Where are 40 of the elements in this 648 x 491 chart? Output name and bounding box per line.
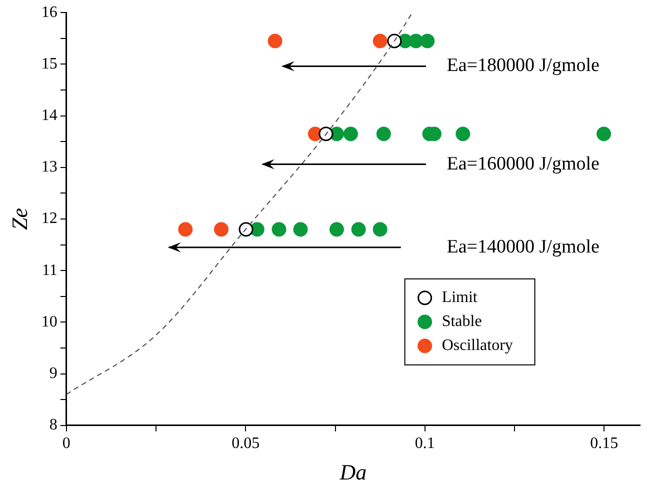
point <box>387 34 402 48</box>
legend-label: Stable <box>442 313 482 330</box>
y-tick-label: 11 <box>42 262 58 279</box>
point <box>214 222 229 237</box>
x-axis-title: Da <box>338 460 367 485</box>
point <box>408 34 424 48</box>
y-tick-label: 8 <box>49 416 58 434</box>
point <box>268 34 282 48</box>
y-tick-label: 9 <box>49 365 58 382</box>
point <box>343 126 358 142</box>
y-tick-label: 13 <box>41 158 58 176</box>
point <box>456 126 470 142</box>
annotation: Ea=180000 J/gmole <box>446 55 600 76</box>
point <box>318 126 334 142</box>
point <box>596 126 612 142</box>
y-tick-label: 15 <box>41 55 58 72</box>
legend-label: Oscillatory <box>442 337 513 354</box>
point <box>372 222 388 237</box>
y-tick-label: 16 <box>41 4 58 21</box>
point <box>376 126 391 142</box>
y-tick-label: 12 <box>41 210 58 228</box>
point <box>351 222 366 237</box>
point <box>293 222 308 237</box>
x-tick-label: 0.1 <box>414 435 435 452</box>
x-tick-label: 0.15 <box>590 435 618 452</box>
annotation: Ea=160000 J/gmole <box>446 153 600 174</box>
y-axis-title: Ze <box>6 208 32 230</box>
point <box>178 222 193 237</box>
y-tick-label: 14 <box>41 107 58 124</box>
point <box>372 34 388 48</box>
point <box>238 222 254 237</box>
point <box>329 222 344 237</box>
annotation: Ea=140000 J/gmole <box>446 236 600 258</box>
point <box>420 34 435 48</box>
y-tick-label: 10 <box>41 313 58 330</box>
x-tick-label: 0.05 <box>232 435 260 452</box>
point <box>272 222 286 237</box>
line-series <box>66 12 413 395</box>
legend-label: Limit <box>442 289 478 306</box>
x-tick-label: 0 <box>62 435 70 452</box>
